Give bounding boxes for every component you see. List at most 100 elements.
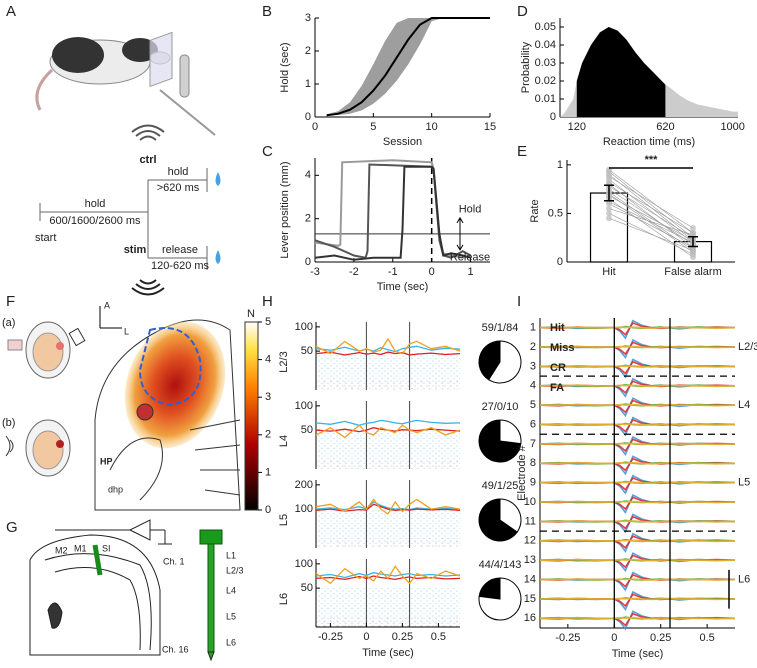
psth-line xyxy=(315,503,461,512)
raster xyxy=(317,617,460,627)
x-tick-label: 0.5 xyxy=(699,632,714,644)
pie-slice xyxy=(499,498,522,533)
line xyxy=(314,163,472,259)
raster xyxy=(317,459,460,469)
y-tick-label: 3 xyxy=(305,12,311,24)
psth-line xyxy=(315,571,461,579)
x-tick-label: 620 xyxy=(656,121,674,133)
layer-label: L5 xyxy=(278,514,290,526)
count-label: 27/0/10 xyxy=(482,401,519,413)
brain-illustration xyxy=(5,306,259,511)
y-tick-label: 15 xyxy=(524,593,536,605)
pie-slice xyxy=(478,577,501,600)
x-tick-label: 1000 xyxy=(720,121,744,133)
layer-label: L4 xyxy=(278,435,290,447)
subject-point xyxy=(690,225,696,231)
colorbar-tick-label: 1 xyxy=(265,466,271,478)
subject-line xyxy=(608,171,694,238)
y-tick-label: 100 xyxy=(295,321,313,333)
psth-line xyxy=(315,345,461,353)
task-diagram xyxy=(39,124,221,296)
lfp-trace xyxy=(539,319,735,340)
lfp-trace xyxy=(539,532,735,553)
y-tick-label: 6 xyxy=(530,418,536,430)
subject-line xyxy=(608,218,694,251)
axis-direction: L xyxy=(124,326,129,336)
brain-area: M1 xyxy=(74,543,87,553)
x-axis-title: Session xyxy=(383,136,422,148)
lfp-trace xyxy=(539,612,736,627)
x-tick-label: 10 xyxy=(426,121,438,133)
subject-point xyxy=(606,205,612,212)
y-tick-label: 8 xyxy=(530,457,536,469)
annotation: Hold xyxy=(459,204,482,216)
layer-label: L1 xyxy=(226,550,236,560)
legend-entry: CR xyxy=(550,362,566,374)
task-text: stim xyxy=(124,244,147,256)
significance-label: *** xyxy=(645,154,659,166)
task-text: >620 ms xyxy=(157,182,200,194)
lfp-trace xyxy=(540,345,736,349)
line xyxy=(314,165,471,261)
subject-line xyxy=(608,195,694,241)
count-label: 59/1/84 xyxy=(482,322,519,334)
x-axis-title: Reaction time (ms) xyxy=(603,136,695,148)
y-tick-label: 0.03 xyxy=(535,57,556,69)
legend-entry: Miss xyxy=(550,342,574,354)
colorbar-tick-label: 3 xyxy=(265,391,271,403)
coronal-section xyxy=(29,519,223,662)
x-tick-label: 0.5 xyxy=(431,631,446,643)
lfp-trace xyxy=(540,578,736,581)
x-tick-label: -3 xyxy=(310,266,320,278)
x-axis-title: Time (sec) xyxy=(377,281,429,293)
y-tick-label: 0.5 xyxy=(548,207,563,219)
lfp-trace xyxy=(539,552,735,573)
lfp-trace xyxy=(539,554,736,569)
count-label: 49/1/25 xyxy=(482,480,519,492)
x-tick-label: -0.25 xyxy=(555,632,580,644)
layer-label: L6 xyxy=(226,637,236,647)
y-tick-label: 0.04 xyxy=(535,39,556,51)
y-tick-label: 1 xyxy=(557,159,563,171)
psth-line xyxy=(315,337,461,355)
task-text: start xyxy=(35,232,56,244)
lfp-trace xyxy=(539,571,735,592)
y-tick-label: 13 xyxy=(524,554,536,566)
subject-line xyxy=(608,213,694,255)
y-tick-label: 1 xyxy=(530,322,536,334)
y-tick-label: 50 xyxy=(301,582,313,594)
panel-label: E xyxy=(517,143,527,160)
panel-label: F xyxy=(6,293,15,310)
y-tick-label: 4 xyxy=(305,169,311,181)
layer-label: L2/3 xyxy=(738,341,757,353)
y-tick-label: 0 xyxy=(550,111,556,123)
condition-label: (b) xyxy=(2,417,15,429)
colorbar-tick-label: 4 xyxy=(265,354,271,366)
y-tick-label: 11 xyxy=(525,515,536,527)
lfp-trace xyxy=(540,326,736,330)
subject-line xyxy=(608,188,694,245)
lfp-trace xyxy=(539,496,736,511)
layer-label: L4 xyxy=(226,585,236,595)
y-tick-label: 10 xyxy=(524,496,536,508)
x-tick-label: Hit xyxy=(602,266,615,278)
y-tick-label: 2 xyxy=(305,213,311,225)
panel-label: D xyxy=(517,3,528,20)
subject-point xyxy=(690,247,696,254)
legend-entry: FA xyxy=(550,382,564,394)
y-axis-title: Lever position (mm) xyxy=(279,161,291,258)
panel-label: B xyxy=(262,3,272,20)
lfp-trace xyxy=(539,358,735,379)
lfp-trace xyxy=(539,397,735,418)
task-text: 120-620 ms xyxy=(151,260,210,272)
pie-slice xyxy=(499,419,522,445)
colorbar-tick-label: 0 xyxy=(265,504,271,516)
layer-label: L5 xyxy=(226,611,236,621)
y-tick-label: 3 xyxy=(530,360,536,372)
x-tick-label: 120 xyxy=(568,121,586,133)
y-axis-title: Electrode # xyxy=(516,444,528,501)
lfp-trace xyxy=(539,610,735,631)
y-axis-title: Hold (sec) xyxy=(279,42,291,92)
lfp-trace xyxy=(539,477,736,491)
